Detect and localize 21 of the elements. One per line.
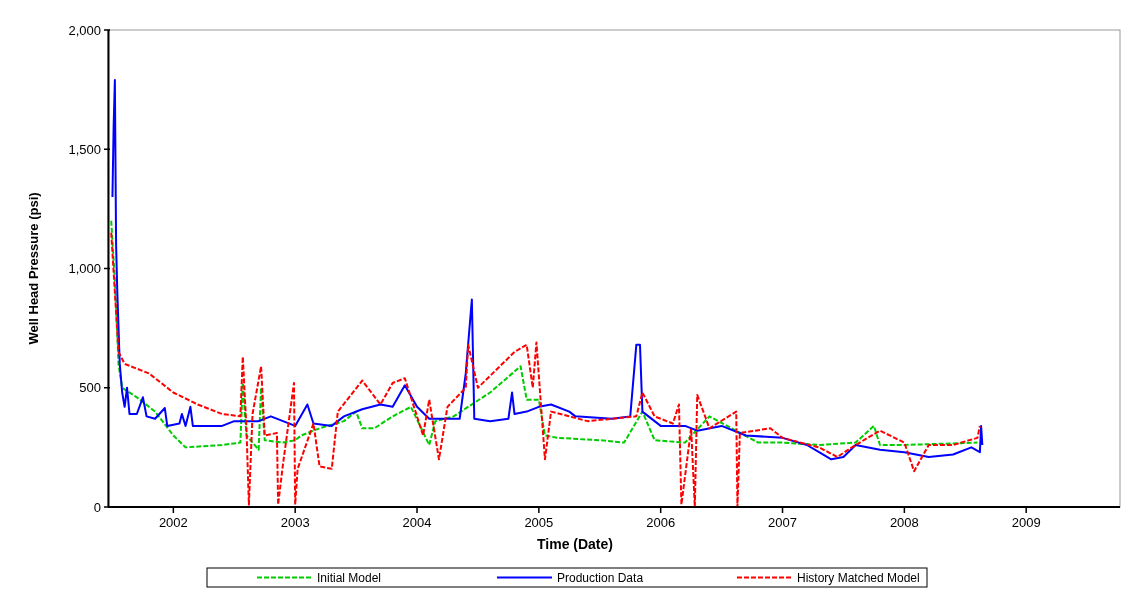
x-tick-label: 2009 bbox=[1011, 515, 1041, 530]
x-tick-label: 2005 bbox=[524, 515, 554, 530]
y-tick-label: 1,000 bbox=[68, 261, 101, 277]
line-series bbox=[110, 219, 979, 451]
x-tick-label: 2006 bbox=[646, 515, 676, 530]
legend-label: History Matched Model bbox=[797, 570, 920, 585]
x-tick-label: 2007 bbox=[768, 515, 797, 530]
x-axis-title: Time (Date) bbox=[537, 536, 613, 552]
x-tick-label: 2008 bbox=[889, 515, 919, 530]
y-tick-label: 1,500 bbox=[68, 141, 101, 157]
legend-label: Production Data bbox=[557, 570, 644, 585]
y-tick-label: 2,000 bbox=[68, 22, 101, 38]
y-tick-label: 500 bbox=[79, 380, 101, 396]
x-tick-label: 2003 bbox=[280, 515, 310, 530]
x-tick-label: 2002 bbox=[158, 515, 188, 530]
legend-label: Initial Model bbox=[317, 570, 382, 585]
x-tick-label: 2004 bbox=[402, 515, 432, 530]
y-tick-label: 0 bbox=[93, 499, 101, 515]
y-axis-title: Well Head Pressure (psi) bbox=[26, 192, 41, 345]
line-series bbox=[110, 231, 981, 508]
line-series bbox=[111, 79, 984, 461]
